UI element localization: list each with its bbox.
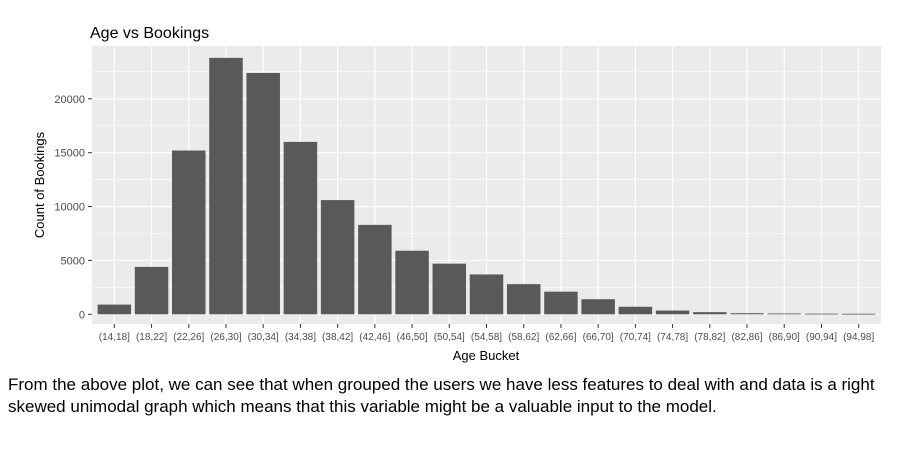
x-tick-label: (86,90]: [769, 332, 800, 343]
x-tick-label: (82,86]: [731, 332, 762, 343]
bar: [134, 266, 169, 315]
bar: [209, 57, 243, 315]
x-axis-ticks: (14,18] (18,22] (22,26] (26,30] (30,34] (34,3…: [99, 324, 874, 343]
y-tick-label: 0: [79, 309, 85, 321]
bar: [655, 310, 690, 315]
bar: [804, 313, 839, 315]
bar: [320, 200, 355, 315]
bar: [693, 312, 727, 315]
x-tick-label: (94,98]: [843, 332, 874, 343]
x-tick-label: (46,50]: [396, 332, 427, 343]
bar: [767, 313, 801, 315]
x-tick-label: (66,70]: [583, 332, 614, 343]
chart-title: Age vs Bookings: [90, 25, 209, 42]
bar: [544, 291, 578, 315]
x-tick-label: (70,74]: [620, 332, 651, 343]
y-axis-label: Count of Bookings: [32, 131, 47, 238]
x-tick-label: (54,58]: [471, 332, 502, 343]
bar: [283, 141, 318, 315]
bar: [469, 274, 504, 315]
y-tick-label: 15000: [54, 148, 85, 160]
bar: [506, 284, 541, 315]
x-tick-label: (26,30]: [210, 332, 241, 343]
chart: Age vs Bookings 0 5000 10000 15000 20000 (14…: [32, 25, 881, 363]
y-tick-label: 10000: [54, 202, 85, 214]
x-tick-label: (30,34]: [248, 332, 279, 343]
x-tick-label: (62,66]: [545, 332, 576, 343]
x-tick-label: (74,78]: [657, 332, 688, 343]
y-axis-ticks: 0 5000 10000 15000 20000: [54, 94, 92, 321]
x-tick-label: (18,22]: [136, 332, 167, 343]
x-tick-label: (22,26]: [173, 332, 204, 343]
bar: [97, 304, 132, 315]
bar: [432, 263, 467, 315]
x-tick-label: (42,46]: [359, 332, 390, 343]
bar: [730, 313, 764, 315]
bar: [246, 72, 280, 315]
x-tick-label: (78,82]: [694, 332, 725, 343]
x-axis-label: Age Bucket: [453, 348, 520, 363]
bar: [358, 224, 392, 315]
y-tick-label: 5000: [61, 255, 85, 267]
y-tick-label: 20000: [54, 94, 85, 106]
x-tick-label: (50,54]: [434, 332, 465, 343]
bar: [395, 250, 429, 315]
bar: [618, 306, 653, 315]
bar: [172, 150, 206, 315]
x-tick-label: (34,38]: [285, 332, 316, 343]
caption-paragraph: From the above plot, we can see that whe…: [8, 375, 875, 416]
bar: [841, 313, 876, 315]
x-tick-label: (14,18]: [99, 332, 130, 343]
bar: [581, 299, 615, 315]
x-tick-label: (90,94]: [806, 332, 837, 343]
x-tick-label: (58,62]: [508, 332, 539, 343]
bars: [97, 57, 876, 315]
chart-svg: Age vs Bookings 0 5000 10000 15000 20000 (14…: [32, 25, 881, 363]
x-tick-label: (38,42]: [322, 332, 353, 343]
